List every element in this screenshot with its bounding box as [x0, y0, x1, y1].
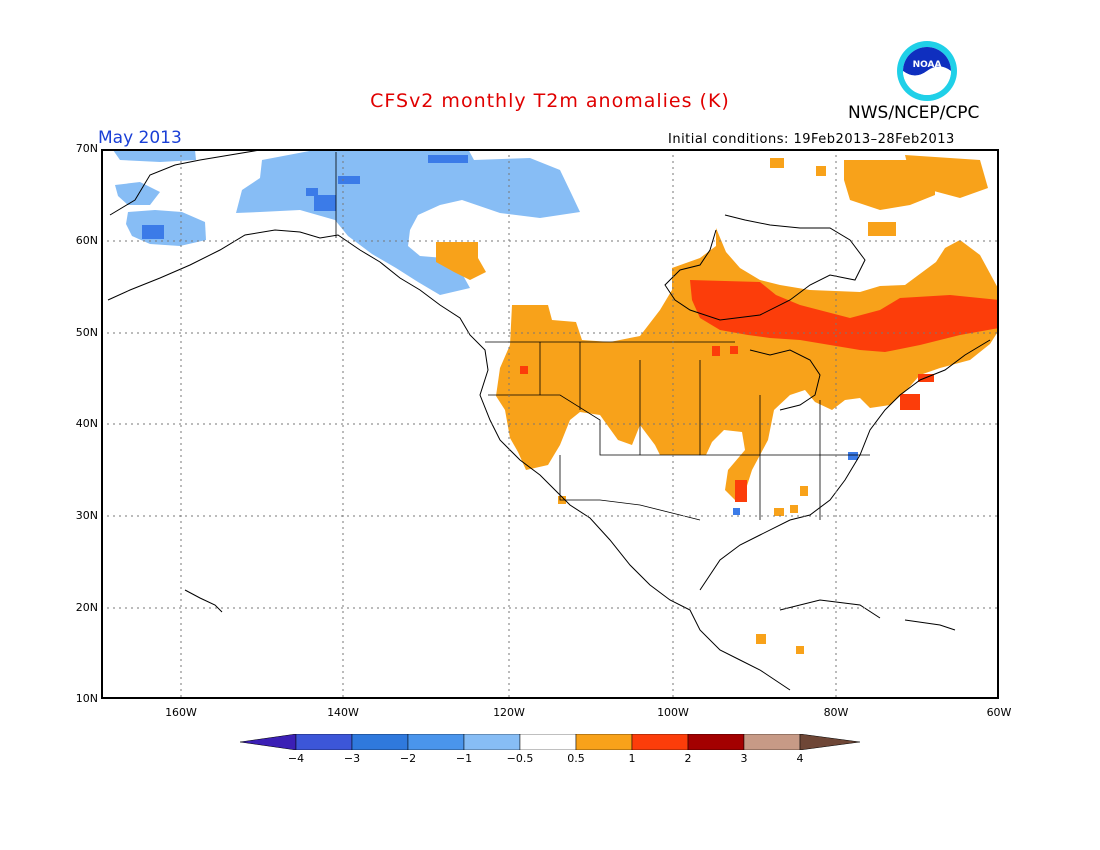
colorbar-segment-neutral [519, 734, 577, 750]
colorbar-label: −2 [399, 752, 417, 765]
colorbar-segment-above-4 [799, 734, 860, 750]
colorbar-label: −3 [343, 752, 361, 765]
warm-mid-anomalies [520, 280, 997, 502]
lon-label-80w: 80W [823, 706, 849, 719]
colorbar [240, 734, 860, 750]
colorbar-segment-1-05 [463, 734, 521, 750]
colorbar-segment-3-2 [351, 734, 409, 750]
colorbar-label: −4 [287, 752, 305, 765]
colorbar-segment-05-1 [575, 734, 633, 750]
colorbar-segment-2-1 [407, 734, 465, 750]
lon-label-120w: 120W [493, 706, 525, 719]
borders [335, 152, 870, 521]
colorbar-label: −0.5 [506, 752, 534, 765]
colorbar-label: 0.5 [567, 752, 585, 765]
lat-label-30n: 30N [75, 509, 98, 522]
lat-label-40n: 40N [75, 417, 98, 430]
colorbar-label: 3 [740, 752, 748, 765]
colorbar-label: 4 [796, 752, 804, 765]
lat-label-10n: 10N [75, 692, 98, 705]
colorbar-label: 1 [628, 752, 636, 765]
lat-label-50n: 50N [75, 326, 98, 339]
graticule [103, 151, 997, 697]
colorbar-segment-3-4 [743, 734, 801, 750]
lon-label-100w: 100W [657, 706, 689, 719]
lat-label-20n: 20N [75, 601, 98, 614]
cold-strong-anomalies [142, 155, 858, 515]
colorbar-segment-1-2 [631, 734, 689, 750]
month-label: May 2013 [98, 128, 182, 148]
colorbar-label: −1 [455, 752, 473, 765]
colorbar-segment-2-3 [687, 734, 745, 750]
initial-conditions-label: Initial conditions: 19Feb2013–28Feb2013 [668, 132, 955, 147]
anomaly-map [103, 151, 997, 697]
lon-label-60w: 60W [986, 706, 1012, 719]
lat-label-60n: 60N [75, 234, 98, 247]
colorbar-segment-4-3 [295, 734, 353, 750]
noaa-logo-icon: NOAA [897, 41, 957, 101]
lat-label-70n: 70N [75, 142, 98, 155]
map-frame [101, 149, 999, 699]
svg-text:NOAA: NOAA [913, 60, 942, 70]
warm-weak-anomalies [436, 155, 997, 654]
colorbar-label: 2 [684, 752, 692, 765]
chart-title: CFSv2 monthly T2m anomalies (K) [370, 90, 730, 112]
colorbar-segment-below-4 [240, 734, 297, 750]
lon-label-140w: 140W [327, 706, 359, 719]
lon-label-160w: 160W [165, 706, 197, 719]
agency-label: NWS/NCEP/CPC [848, 103, 980, 123]
cold-weak-anomalies [113, 151, 580, 295]
coastlines [107, 151, 991, 691]
